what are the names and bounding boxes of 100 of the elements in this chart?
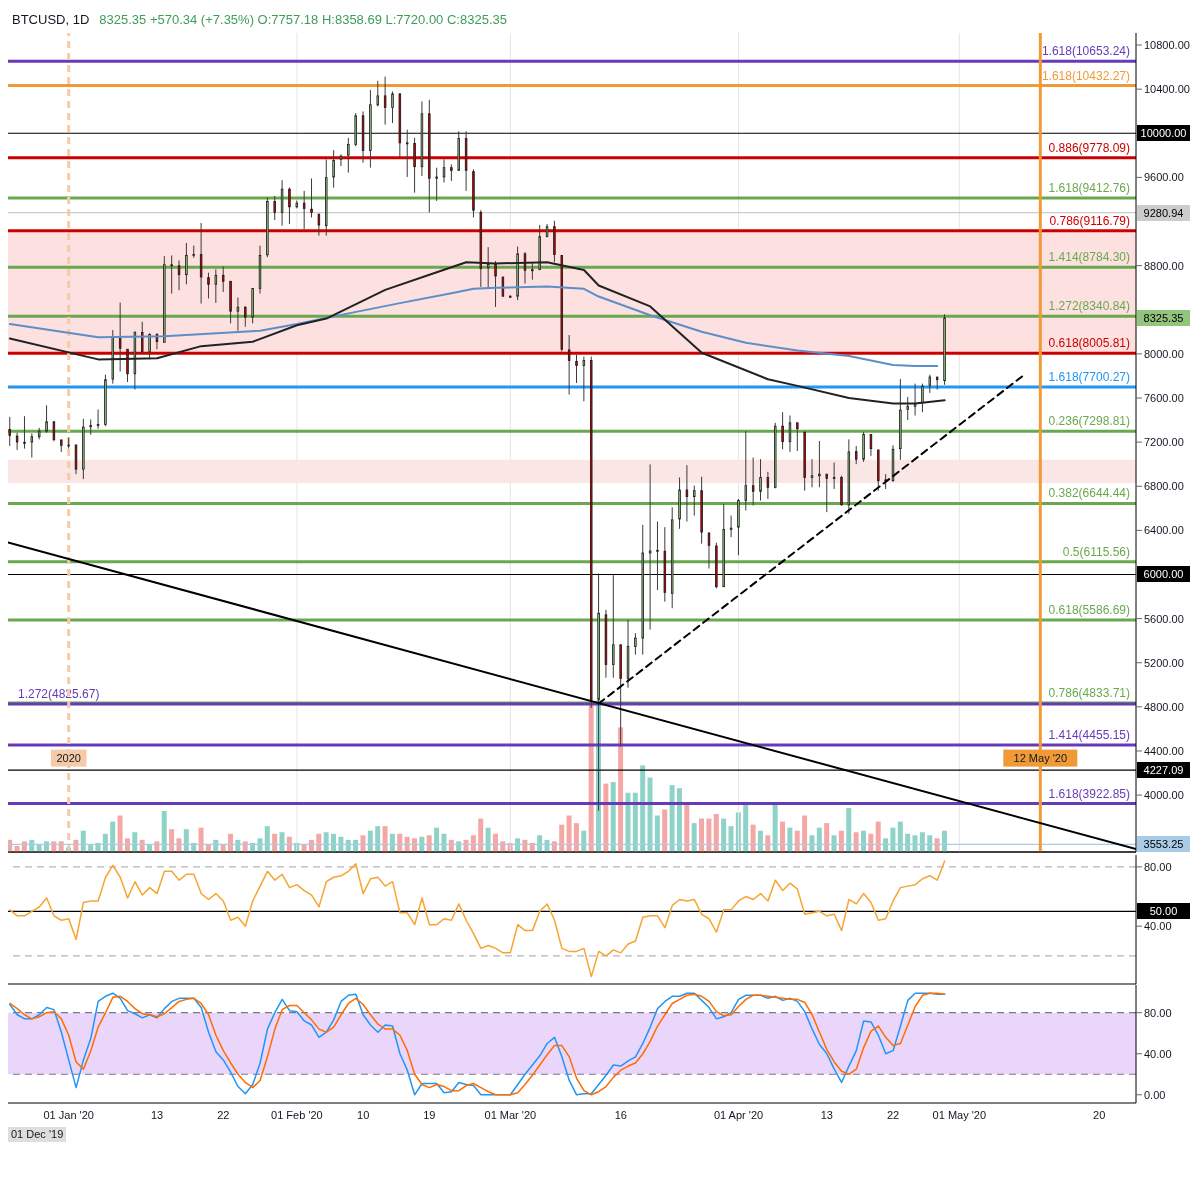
ref-line-label: 1.618(9412.76) xyxy=(1048,181,1130,196)
candlestick xyxy=(45,404,48,434)
bar xyxy=(780,821,786,852)
candlestick xyxy=(751,457,755,507)
y-tick-label: 8800.00 xyxy=(1144,259,1184,272)
y-tick-label: 80.00 xyxy=(1144,1006,1172,1019)
candlestick xyxy=(788,415,792,453)
ref-line-label: 0.236(7298.81) xyxy=(1048,414,1130,429)
bar xyxy=(794,830,800,852)
y-tick-label: 6400.00 xyxy=(1144,524,1184,537)
ref-line-label: 4227.09 xyxy=(1137,762,1190,779)
y-tick-label: 9600.00 xyxy=(1144,171,1184,184)
candlestick xyxy=(96,409,100,430)
ref-line-label: 0.5(6115.56) xyxy=(1062,544,1130,559)
candlestick xyxy=(729,515,733,538)
ref-line-label: 1.414(8784.30) xyxy=(1048,250,1130,265)
candlestick xyxy=(869,433,873,457)
bar xyxy=(662,809,668,852)
candlestick xyxy=(185,242,188,285)
candlestick xyxy=(383,76,387,126)
bar xyxy=(198,827,204,852)
candlestick xyxy=(854,445,858,465)
candlestick xyxy=(744,430,748,511)
ref-line-label: 12 May '20 xyxy=(1013,752,1068,765)
candlestick xyxy=(825,473,828,513)
bar xyxy=(860,830,866,852)
bar xyxy=(588,704,594,852)
bar xyxy=(654,815,660,852)
candlestick xyxy=(582,356,586,402)
candlestick xyxy=(339,153,343,167)
bar xyxy=(846,807,852,852)
bar xyxy=(375,826,381,852)
candlestick xyxy=(391,91,394,124)
candlestick xyxy=(280,179,284,227)
x-tick-label: 01 Mar '20 xyxy=(484,1108,537,1121)
y-tick-label: 40.00 xyxy=(1144,1047,1172,1060)
candlestick xyxy=(8,416,11,447)
bar xyxy=(367,830,373,852)
candlestick xyxy=(796,422,799,452)
bar xyxy=(110,821,116,852)
x-tick-label: 01 Feb '20 xyxy=(271,1108,323,1121)
x-tick-label: 01 Jan '20 xyxy=(43,1108,94,1121)
ref-line-label: 1.618(3922.85) xyxy=(1048,786,1130,801)
x-tick-label: 01 May '20 xyxy=(932,1108,987,1121)
bar xyxy=(676,788,682,852)
ref-line-label: 10000.00 xyxy=(1137,125,1190,142)
bar xyxy=(787,827,793,852)
candlestick xyxy=(685,464,689,523)
candlestick xyxy=(612,574,615,679)
bar xyxy=(706,818,712,852)
bar xyxy=(669,785,675,852)
candlestick xyxy=(273,195,276,221)
bar xyxy=(485,827,491,852)
bar xyxy=(573,823,579,852)
candlestick xyxy=(288,187,291,225)
text: 01 Dec '19 xyxy=(8,1127,67,1142)
candlestick xyxy=(759,458,762,502)
y-tick-label: 6800.00 xyxy=(1144,480,1184,493)
candlestick xyxy=(766,471,770,500)
candlestick xyxy=(15,432,19,451)
bar xyxy=(699,818,705,852)
bar xyxy=(647,777,653,852)
bar xyxy=(625,792,631,852)
candlestick xyxy=(707,531,711,570)
bar xyxy=(632,792,638,852)
bar xyxy=(853,832,859,852)
bar xyxy=(890,827,896,852)
chart-title: BTCUSD, 1D xyxy=(12,12,90,27)
candlestick xyxy=(244,305,247,328)
bar xyxy=(323,832,329,852)
candlestick xyxy=(810,458,814,488)
candlestick xyxy=(634,632,637,656)
ref-line-label: 0.618(8005.81) xyxy=(1048,336,1130,351)
bar xyxy=(618,727,624,852)
line-series xyxy=(9,860,946,978)
bar xyxy=(802,815,808,852)
bar xyxy=(757,830,763,852)
y-tick-label: 4800.00 xyxy=(1144,700,1184,713)
ref-line-label: 6000.00 xyxy=(1137,566,1190,583)
ref-line-label: 1.414(4455.15) xyxy=(1048,727,1130,742)
candlestick xyxy=(442,158,446,184)
bar xyxy=(640,765,646,852)
candlestick xyxy=(310,177,313,218)
bar xyxy=(838,830,844,852)
candlestick xyxy=(648,463,652,631)
bar xyxy=(897,821,903,852)
bar xyxy=(80,830,86,852)
candlestick xyxy=(207,272,210,299)
candlestick xyxy=(928,374,932,394)
x-tick-label: 13 xyxy=(150,1108,164,1121)
ref-line-label: 0.786(4833.71) xyxy=(1048,686,1130,701)
bar xyxy=(132,832,138,852)
ref-line-label: 3553.25 xyxy=(1137,836,1190,853)
ref-line-label: 1.272(8340.84) xyxy=(1048,299,1130,314)
bar xyxy=(721,818,727,852)
bar xyxy=(382,826,388,852)
y-tick-label: 10800.00 xyxy=(1144,38,1190,51)
candlestick xyxy=(236,297,240,332)
candlestick xyxy=(221,265,225,293)
candlestick xyxy=(376,80,379,107)
